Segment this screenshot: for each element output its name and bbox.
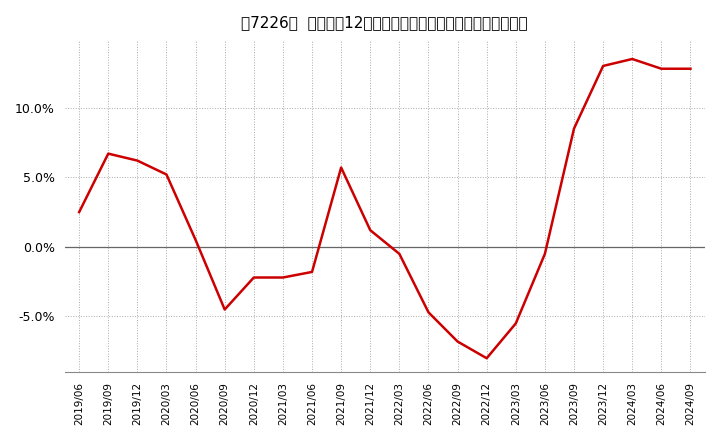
Title: ［7226］  売上高の12か月移動合計の対前年同期増減率の推移: ［7226］ 売上高の12か月移動合計の対前年同期増減率の推移 — [241, 15, 528, 30]
